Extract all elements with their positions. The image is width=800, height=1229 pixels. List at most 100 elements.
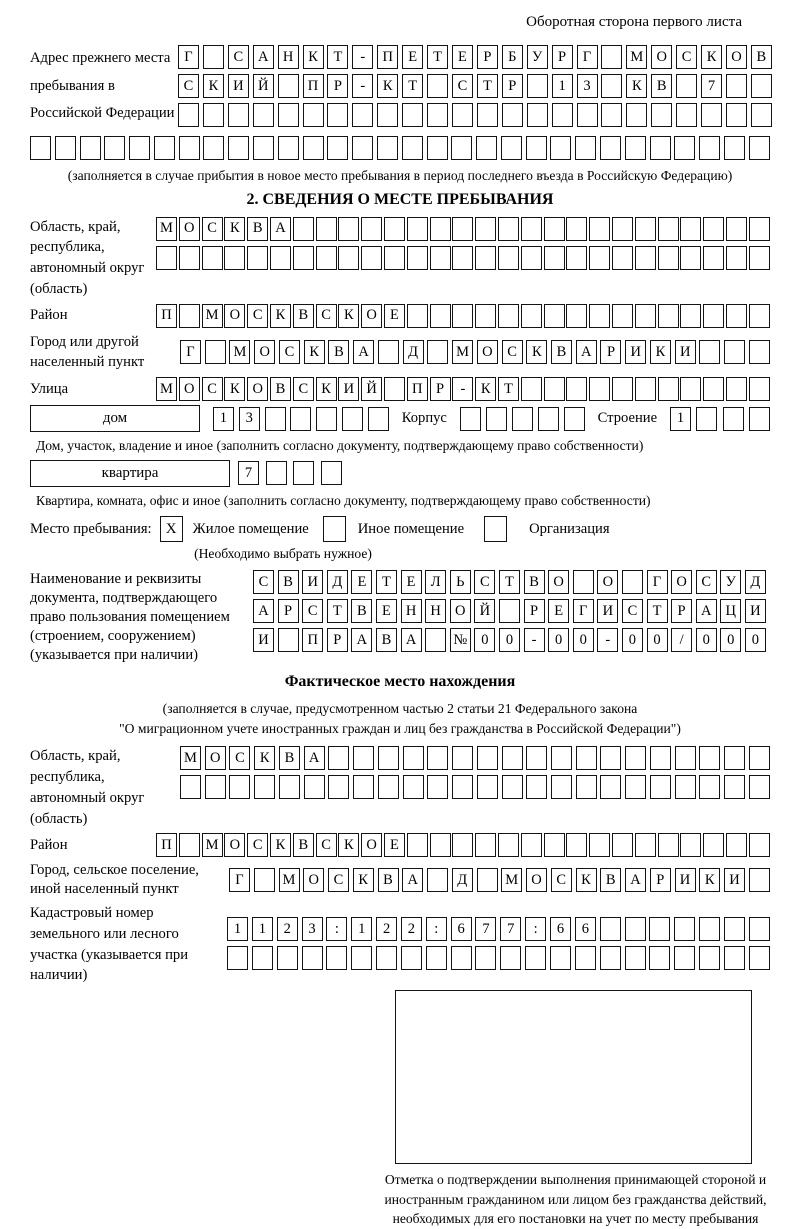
char-box[interactable]: А bbox=[400, 628, 422, 653]
char-box[interactable] bbox=[427, 868, 448, 893]
char-box[interactable]: С bbox=[278, 340, 300, 365]
char-box[interactable]: № bbox=[449, 628, 471, 653]
char-box[interactable]: : bbox=[425, 917, 447, 942]
char-box[interactable] bbox=[30, 136, 51, 160]
char-box[interactable]: В bbox=[292, 303, 314, 328]
char-box[interactable] bbox=[290, 406, 312, 431]
char-box[interactable]: Й bbox=[252, 74, 274, 98]
char-box[interactable] bbox=[450, 946, 472, 971]
char-box[interactable]: : bbox=[525, 917, 547, 942]
char-box[interactable] bbox=[589, 245, 611, 270]
char-box[interactable]: К bbox=[254, 746, 276, 771]
char-box[interactable] bbox=[353, 775, 375, 800]
char-box[interactable] bbox=[202, 45, 224, 69]
char-box[interactable] bbox=[367, 406, 389, 431]
char-box[interactable] bbox=[452, 746, 474, 771]
char-box[interactable]: С bbox=[550, 868, 572, 893]
char-box[interactable]: 1 bbox=[227, 917, 248, 942]
char-box[interactable]: П bbox=[302, 74, 324, 98]
char-box[interactable] bbox=[566, 245, 588, 270]
char-box[interactable]: К bbox=[224, 377, 246, 402]
char-box[interactable] bbox=[589, 303, 611, 328]
char-box[interactable] bbox=[401, 136, 423, 160]
char-box[interactable] bbox=[406, 833, 428, 858]
char-box[interactable] bbox=[376, 136, 398, 160]
char-box[interactable] bbox=[725, 833, 747, 858]
char-box[interactable] bbox=[352, 103, 374, 127]
char-box[interactable]: В bbox=[377, 868, 399, 893]
char-box[interactable]: У bbox=[720, 570, 742, 595]
char-box[interactable] bbox=[657, 377, 679, 402]
char-box[interactable] bbox=[748, 136, 770, 160]
char-box[interactable]: С bbox=[247, 833, 269, 858]
char-box[interactable]: Т bbox=[497, 377, 519, 402]
char-box[interactable] bbox=[611, 245, 633, 270]
char-box[interactable]: П bbox=[156, 833, 177, 858]
char-box[interactable] bbox=[328, 775, 350, 800]
char-box[interactable] bbox=[511, 406, 533, 431]
char-box[interactable]: В bbox=[600, 868, 622, 893]
char-box[interactable] bbox=[277, 136, 299, 160]
char-box[interactable] bbox=[748, 377, 770, 402]
char-box[interactable]: С bbox=[292, 377, 314, 402]
char-box[interactable] bbox=[657, 833, 679, 858]
char-box[interactable] bbox=[543, 377, 565, 402]
char-box[interactable]: П bbox=[156, 303, 177, 328]
char-box[interactable] bbox=[575, 746, 597, 771]
char-box[interactable] bbox=[699, 917, 721, 942]
char-box[interactable] bbox=[748, 245, 770, 270]
char-box[interactable]: 1 bbox=[551, 74, 573, 98]
char-box[interactable] bbox=[574, 946, 596, 971]
char-box[interactable] bbox=[178, 833, 200, 858]
char-box[interactable] bbox=[452, 775, 474, 800]
char-box[interactable] bbox=[406, 245, 428, 270]
char-box[interactable] bbox=[377, 340, 399, 365]
char-box[interactable] bbox=[680, 303, 702, 328]
char-box[interactable]: М bbox=[501, 868, 523, 893]
char-box[interactable] bbox=[520, 377, 542, 402]
char-box[interactable]: Й bbox=[361, 377, 383, 402]
char-box[interactable]: 0 bbox=[646, 628, 668, 653]
char-box[interactable] bbox=[254, 775, 276, 800]
char-box[interactable] bbox=[497, 303, 519, 328]
char-box[interactable] bbox=[680, 216, 702, 241]
char-box[interactable]: С bbox=[201, 377, 223, 402]
char-box[interactable]: Е bbox=[351, 570, 373, 595]
char-box[interactable]: 0 bbox=[474, 628, 496, 653]
char-box[interactable] bbox=[292, 216, 314, 241]
char-box[interactable]: Д bbox=[744, 570, 766, 595]
char-box[interactable] bbox=[156, 245, 177, 270]
char-box[interactable]: Р bbox=[649, 868, 671, 893]
char-box[interactable] bbox=[352, 136, 374, 160]
char-box[interactable]: В bbox=[750, 45, 772, 69]
char-box[interactable]: Е bbox=[375, 599, 397, 624]
char-box[interactable]: 3 bbox=[238, 406, 260, 431]
char-box[interactable]: А bbox=[252, 45, 274, 69]
char-box[interactable]: О bbox=[651, 45, 673, 69]
char-box[interactable]: О bbox=[178, 216, 200, 241]
char-box[interactable]: 1 bbox=[351, 917, 373, 942]
char-box[interactable]: Е bbox=[383, 303, 405, 328]
char-box[interactable] bbox=[247, 245, 269, 270]
char-box[interactable] bbox=[452, 245, 474, 270]
char-box[interactable]: 7 bbox=[701, 74, 723, 98]
char-box[interactable] bbox=[600, 746, 622, 771]
char-box[interactable] bbox=[402, 746, 424, 771]
char-box[interactable]: 1 bbox=[251, 917, 273, 942]
char-box[interactable]: В bbox=[292, 833, 314, 858]
char-box[interactable]: / bbox=[671, 628, 693, 653]
char-box[interactable] bbox=[328, 746, 350, 771]
char-box[interactable]: 6 bbox=[549, 917, 571, 942]
char-box[interactable] bbox=[498, 599, 520, 624]
char-box[interactable]: О bbox=[204, 746, 226, 771]
char-box[interactable]: В bbox=[328, 340, 350, 365]
char-box[interactable] bbox=[338, 245, 360, 270]
char-box[interactable] bbox=[625, 775, 647, 800]
char-box[interactable] bbox=[452, 303, 474, 328]
char-box[interactable]: О bbox=[526, 868, 547, 893]
char-box[interactable]: У bbox=[526, 45, 548, 69]
char-box[interactable]: В bbox=[375, 628, 397, 653]
char-box[interactable]: О bbox=[178, 377, 200, 402]
char-box[interactable] bbox=[703, 833, 725, 858]
char-box[interactable] bbox=[276, 946, 298, 971]
